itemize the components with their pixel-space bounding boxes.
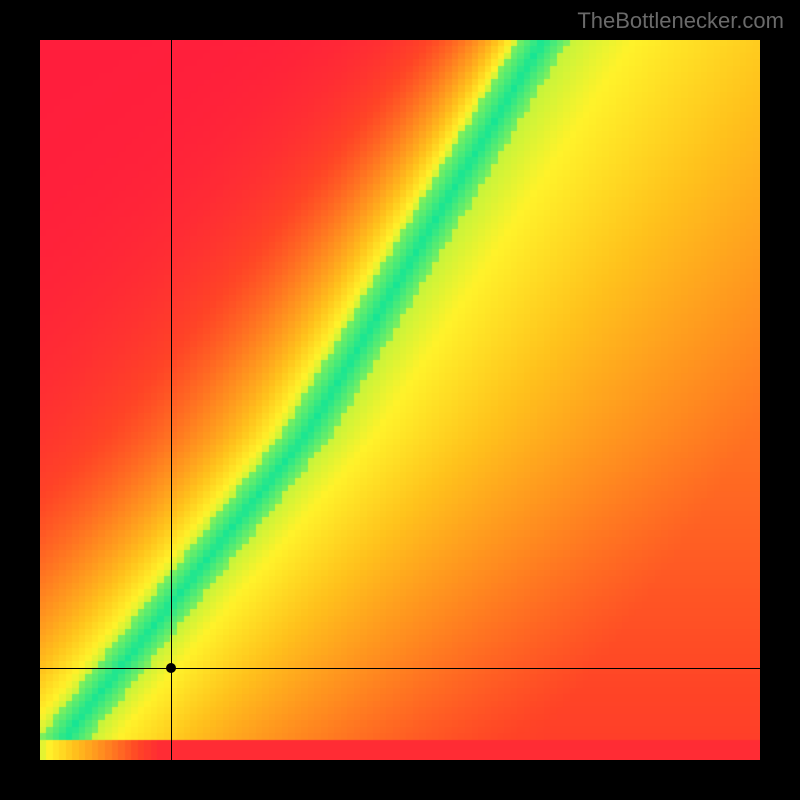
- heatmap-canvas: [40, 40, 760, 760]
- watermark-text: TheBottlenecker.com: [577, 8, 784, 34]
- bottleneck-heatmap: [40, 40, 760, 760]
- crosshair-vertical: [171, 40, 172, 760]
- selection-marker: [166, 663, 176, 673]
- crosshair-horizontal: [40, 668, 760, 669]
